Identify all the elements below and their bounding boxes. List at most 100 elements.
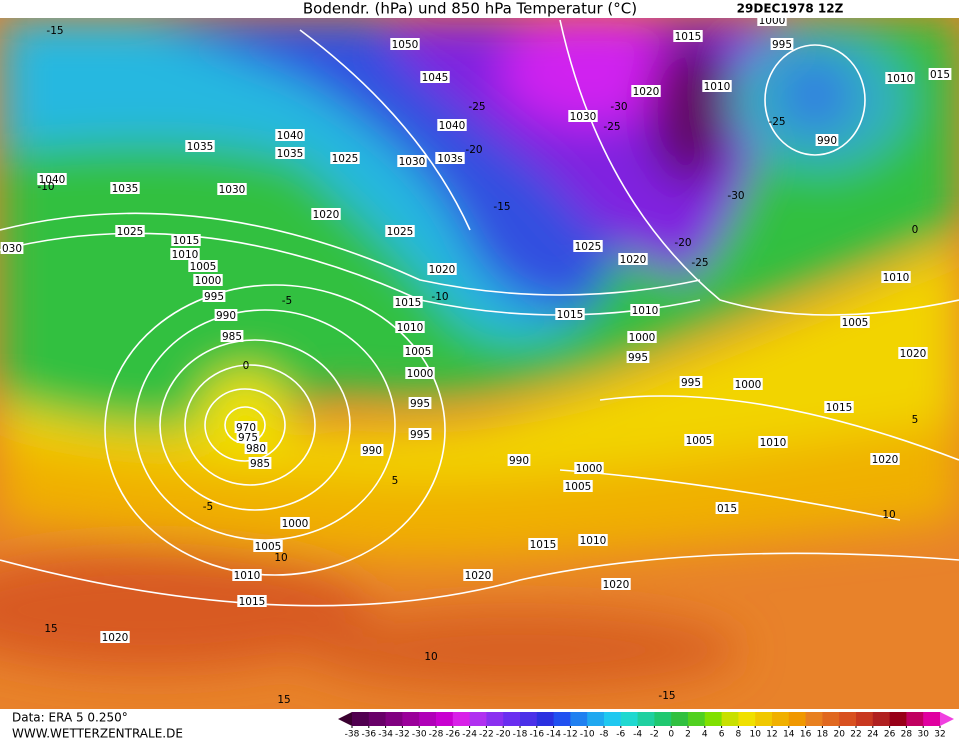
isobar-label: 1005 <box>190 261 217 273</box>
isobar-label: 015 <box>930 69 950 81</box>
isobar-label-box <box>311 208 341 220</box>
colorbar-swatch <box>385 712 403 726</box>
isobar-label: 1020 <box>900 348 927 360</box>
isobar-label-box <box>115 225 145 237</box>
colorbar-swatch <box>587 712 605 726</box>
colorbar-swatch <box>923 712 941 726</box>
colorbar-tick-label: -8 <box>600 730 609 740</box>
isobar-label-box <box>630 304 660 316</box>
isobar-label: 985 <box>250 458 270 470</box>
isobar-label-box <box>733 378 763 390</box>
isobar-label: 1010 <box>887 73 914 85</box>
isobar-label: 1000 <box>629 332 656 344</box>
colorbar-swatch <box>872 712 891 726</box>
isobar-label-box <box>110 182 140 194</box>
isobar-label-box <box>280 517 310 529</box>
isobar-label-box <box>563 480 593 492</box>
isobar-label: 995 <box>204 291 224 303</box>
colorbar-tick-label: -12 <box>563 730 578 740</box>
isobar-label: 1035 <box>112 183 139 195</box>
isobar-label-box <box>427 263 457 275</box>
isobar-label: 1015 <box>395 297 422 309</box>
isobar-label: 995 <box>410 398 430 410</box>
colorbar-tick-label: -22 <box>479 730 494 740</box>
isobar-label: 1025 <box>117 226 144 238</box>
isobar-label: 1010 <box>397 322 424 334</box>
isobar-label-box <box>385 225 415 237</box>
temperature-label: 0 <box>912 224 919 236</box>
isobar-label-box <box>170 248 200 260</box>
isobar-label-box <box>684 434 714 446</box>
isobar-label-box <box>758 436 788 448</box>
colorbar-tick-label: 24 <box>867 730 879 740</box>
isobar-label: 1030 <box>399 156 426 168</box>
colorbar-tick-label: 20 <box>833 730 845 740</box>
isobar-label-box <box>824 401 854 413</box>
isobar-label-box <box>679 376 703 388</box>
isobar-label-box <box>885 72 915 84</box>
isobar-label: 1020 <box>465 570 492 582</box>
isobar-label-box <box>770 38 794 50</box>
isobar-label-box <box>574 462 604 474</box>
isobar-label-box <box>578 534 608 546</box>
colorbar-swatch <box>721 712 739 726</box>
isobar-label-box <box>253 540 283 552</box>
isobar-label-box <box>188 260 218 272</box>
isobar-label-box <box>528 538 558 550</box>
isobar-label-box <box>403 345 433 357</box>
isobar-label-box <box>214 309 238 321</box>
isobar-label-box <box>815 134 839 146</box>
colorbar-tick-label: 10 <box>749 730 761 740</box>
isobar-label-box <box>275 147 305 159</box>
isobar-label: 1020 <box>603 579 630 591</box>
isobar-label: 1040 <box>277 130 304 142</box>
colorbar-arrow <box>338 712 352 726</box>
isobar-label: 1000 <box>576 463 603 475</box>
title: Bodendr. (hPa) und 850 hPa Temperatur (°… <box>303 0 637 18</box>
temperature-label: 0 <box>243 360 250 372</box>
isobar-label: 985 <box>222 331 242 343</box>
temperature-label: 15 <box>277 694 290 706</box>
isobar-label-box <box>202 290 226 302</box>
colorbar-tick-label: -4 <box>633 730 642 740</box>
temperature-label: -5 <box>203 501 213 513</box>
temperature-label: 10 <box>274 552 287 564</box>
colorbar-swatch <box>620 712 639 726</box>
isobar-label-box <box>360 444 384 456</box>
temperature-label: -20 <box>674 237 691 249</box>
isobar-label: 1020 <box>313 209 340 221</box>
isobar-label-box <box>408 428 432 440</box>
temperature-label: 15 <box>44 623 57 635</box>
temperature-label: -5 <box>282 295 292 307</box>
colorbar-tick-label: -16 <box>529 730 544 740</box>
isobar-label: 1015 <box>675 31 702 43</box>
isobar-label-box <box>220 330 244 342</box>
isobar-label: 1010 <box>632 305 659 317</box>
date: 29DEC1978 12Z <box>737 2 844 16</box>
colorbar-swatch <box>805 712 823 726</box>
isobar-label-box <box>420 71 450 83</box>
isobar-label-box <box>393 296 423 308</box>
colorbar-tick-label: 28 <box>901 730 913 740</box>
colorbar-tick-label: 12 <box>766 730 777 740</box>
temperature-label: 10 <box>424 651 437 663</box>
isobar-label-box <box>236 431 260 443</box>
isobar-label: 1030 <box>570 111 597 123</box>
isobar-label-box <box>601 578 631 590</box>
isobar-label-box <box>627 331 657 343</box>
isobar-label: 1005 <box>842 317 869 329</box>
isobar-label-box <box>673 30 703 42</box>
colorbar-tick-label: -28 <box>429 730 444 740</box>
isobar-label: 1030 <box>219 184 246 196</box>
map-field: 105010451040103s103010251020102510201015… <box>0 18 959 709</box>
colorbar-tick-label: -30 <box>412 730 427 740</box>
isobar-label-box <box>626 351 650 363</box>
isobar-label: 1005 <box>565 481 592 493</box>
isobar-label: 015 <box>717 503 737 515</box>
colorbar-swatch <box>536 712 555 726</box>
colorbar-swatch <box>856 712 874 726</box>
temperature-label: -15 <box>46 25 63 37</box>
colorbar-swatch <box>436 712 454 726</box>
isobar-label-box <box>898 347 928 359</box>
